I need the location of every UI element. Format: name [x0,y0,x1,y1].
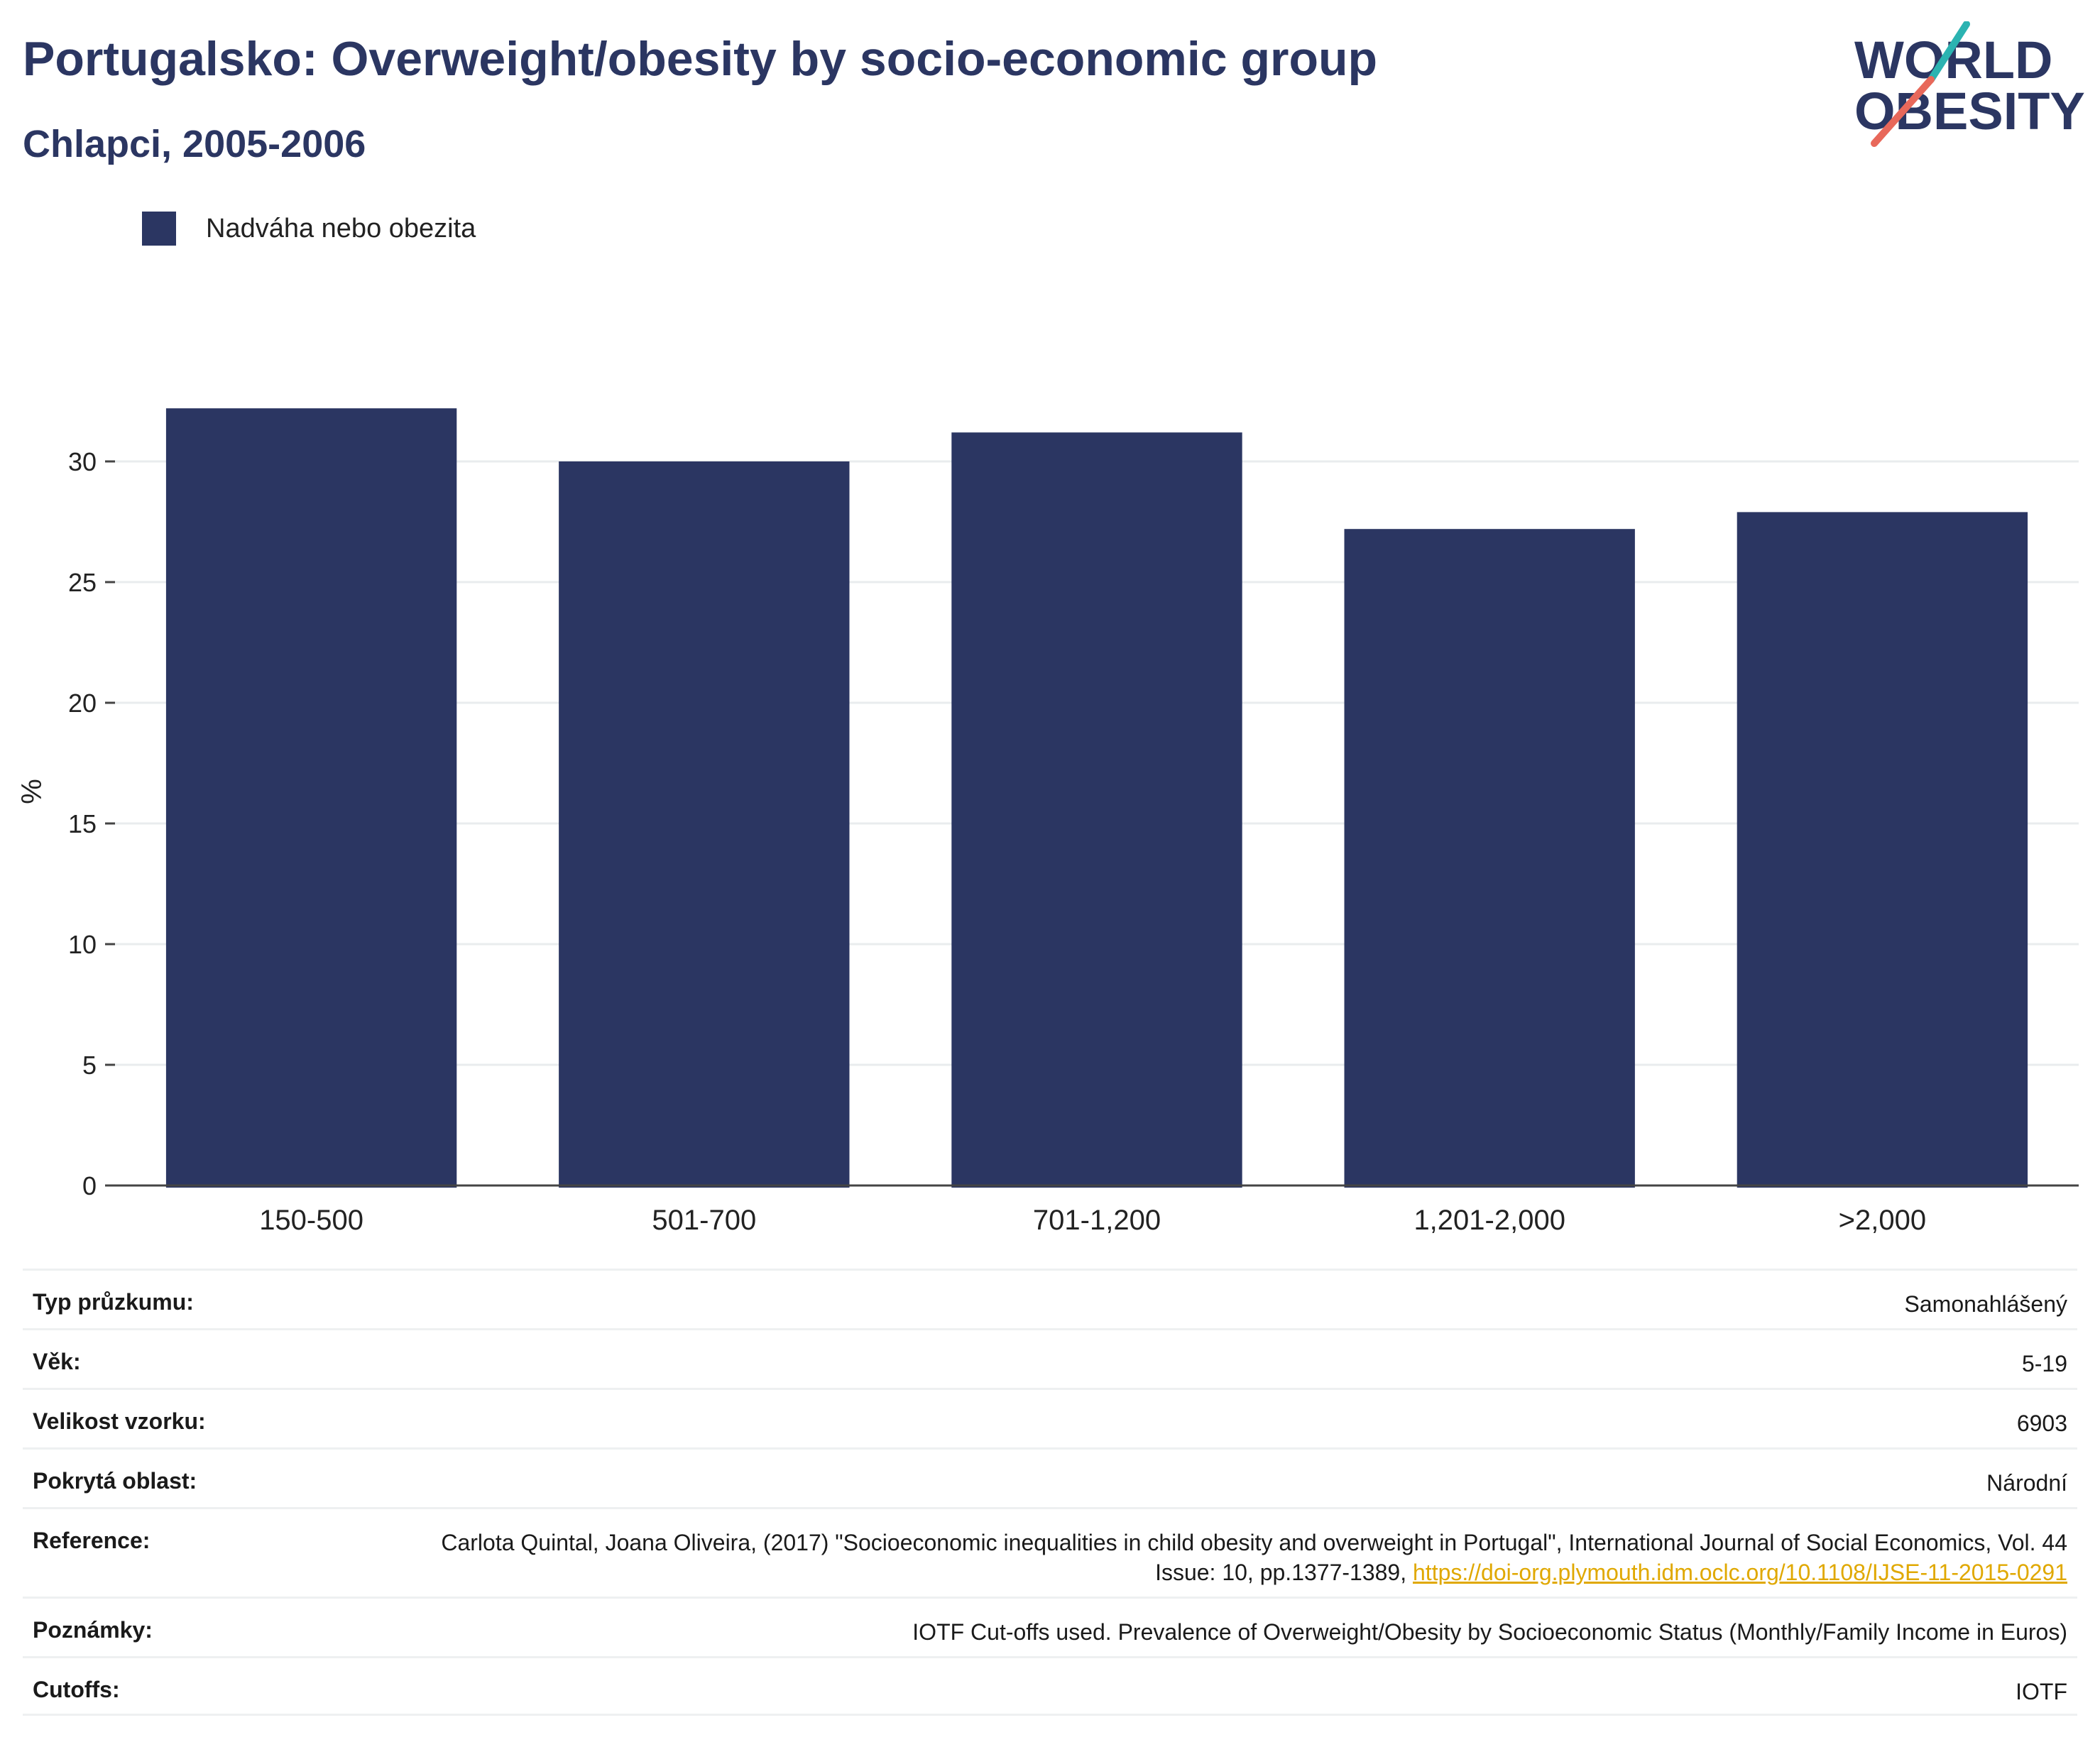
bar [951,432,1242,1188]
info-row-survey-type: Typ průzkumu: Samonahlášený [23,1269,2077,1328]
info-row-age: Věk: 5-19 [23,1328,2077,1388]
info-label: Typ průzkumu: [33,1289,194,1315]
info-label: Poznámky: [33,1617,153,1643]
y-tick-label: 5 [82,1051,97,1080]
y-tick-label: 25 [68,568,97,597]
info-label: Velikost vzorku: [33,1408,206,1434]
x-tick-label: 1,201-2,000 [1413,1205,1565,1236]
info-label: Reference: [33,1528,151,1553]
bar [559,461,850,1188]
info-row-area: Pokrytá oblast: Národní [23,1447,2077,1507]
info-row-sample-size: Velikost vzorku: 6903 [23,1388,2077,1447]
reference-text: Carlota Quintal, Joana Oliveira, (2017) … [441,1530,2067,1585]
logo-slash-bottom [1871,76,1935,147]
bars [165,408,2028,1188]
info-label: Věk: [33,1349,81,1374]
legend-label: Nadváha nebo obezita [206,213,476,243]
x-tick-label: >2,000 [1839,1205,1926,1236]
y-tick-label: 20 [68,689,97,718]
info-value: Národní [1986,1470,2067,1496]
y-tick-label: 10 [68,930,97,959]
logo-slash-top [1927,21,1970,83]
info-row-reference: Reference: Carlota Quintal, Joana Olivei… [23,1507,2077,1597]
bar [165,408,457,1188]
info-row-notes: Poznámky: IOTF Cut-offs used. Prevalence… [23,1597,2077,1656]
reference-link[interactable]: https://doi-org.plymouth.idm.oclc.org/10… [1413,1560,2067,1585]
x-axis-ticks: 150-500 501-700 701-1,200 1,201-2,000 >2,000 [115,1184,2079,1236]
x-tick-label: 701-1,200 [1033,1205,1161,1236]
survey-info-table: Typ průzkumu: Samonahlášený Věk: 5-19 Ve… [23,1269,2077,1716]
info-value: Samonahlášený [1904,1291,2067,1317]
y-tick-label: 15 [68,809,97,838]
bar [1344,529,1635,1188]
info-value: IOTF Cut-offs used. Prevalence of Overwe… [912,1619,2067,1645]
y-tick-label: 30 [68,447,97,476]
legend: Nadváha nebo obezita [142,212,476,246]
info-label: Pokrytá oblast: [33,1468,197,1494]
info-value: Carlota Quintal, Joana Oliveira, (2017) … [434,1509,2067,1587]
chart-subtitle: Chlapci, 2005-2006 [23,123,366,165]
info-value: 5-19 [2021,1351,2067,1376]
chart-title: Portugalsko: Overweight/obesity by socio… [23,32,1378,86]
info-value: IOTF [2016,1679,2067,1704]
info-label: Cutoffs: [33,1677,120,1702]
x-tick-label: 150-500 [259,1205,363,1236]
y-axis-ticks: 0 5 10 15 20 25 30 [68,447,115,1200]
y-tick-label: 0 [82,1171,97,1200]
bar [1737,512,2028,1188]
x-tick-label: 501-700 [652,1205,756,1236]
logo-line2: OBESITY [1854,82,2085,141]
info-value: 6903 [2016,1411,2067,1436]
y-axis-label: % [16,779,48,804]
bar-chart: 0 5 10 15 20 25 30 150-500 501-700 701-1,200 1,20… [16,408,2079,1236]
world-obesity-logo: WORLD OBESITY [1854,21,2085,147]
legend-swatch [142,212,176,246]
info-row-cutoffs: Cutoffs: IOTF [23,1656,2077,1716]
